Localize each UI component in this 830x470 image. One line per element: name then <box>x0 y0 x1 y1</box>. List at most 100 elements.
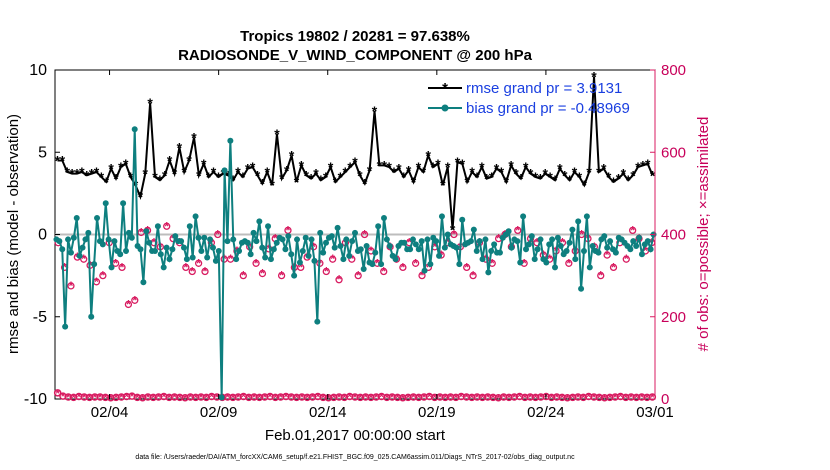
obs-assimilated-marker: * <box>209 392 214 404</box>
rmse-series-line <box>57 76 654 230</box>
obs-assimilated-marker: * <box>294 392 299 404</box>
obs-possible-point <box>322 267 330 276</box>
rmse-point: * <box>60 152 66 168</box>
bias-point <box>476 238 483 245</box>
obs-assimilated-point: * <box>120 260 125 274</box>
bias-point <box>612 249 619 256</box>
obs-assimilated-point: * <box>126 297 131 311</box>
rmse-point: * <box>572 164 578 180</box>
obs-assimilated-point: * <box>413 256 418 270</box>
obs-assimilated-marker: * <box>61 391 66 403</box>
obs-assimilated-marker: * <box>71 392 76 404</box>
obs-assimilated-marker: * <box>125 392 130 404</box>
rmse-point: * <box>308 171 314 187</box>
bias-point <box>94 215 101 222</box>
obs-assimilated-marker: * <box>369 392 374 404</box>
bias-point <box>352 229 358 236</box>
bias-point <box>586 264 593 271</box>
rmse-point: * <box>69 166 75 182</box>
obs-assimilated-marker: * <box>337 392 342 404</box>
rmse-point: * <box>289 148 295 164</box>
rmse-point: * <box>157 172 163 188</box>
obs-assimilated-marker: * <box>156 392 161 404</box>
obs-possible-point <box>565 259 573 267</box>
bias-point <box>117 251 124 258</box>
obs-assimilated-marker: * <box>427 392 432 404</box>
obs-assimilated-marker: * <box>172 392 177 404</box>
obs-assimilated-point: * <box>254 256 259 270</box>
obs-assimilated-marker: * <box>268 392 273 404</box>
rmse-point: * <box>89 166 95 182</box>
obs-assimilated-point: * <box>113 256 118 270</box>
bias-point <box>227 137 234 144</box>
bias-point <box>230 236 237 243</box>
rmse-point: * <box>167 152 173 168</box>
bias-point <box>311 257 318 264</box>
bias-point <box>224 238 231 245</box>
bias-point <box>557 243 564 250</box>
bias-point <box>146 239 153 246</box>
bias-point <box>99 241 106 248</box>
bias-point <box>62 323 69 330</box>
obs-assimilated-marker: * <box>645 392 650 404</box>
y-right-tick-label: 200 <box>661 309 686 326</box>
obs-assimilated-marker: * <box>342 392 347 404</box>
bias-point <box>453 244 460 251</box>
obs-assimilated-point: * <box>247 240 252 254</box>
rmse-point: * <box>411 174 417 190</box>
obs-assimilated-marker: * <box>225 392 230 404</box>
obs-assimilated-point: * <box>196 256 201 270</box>
obs-assimilated-marker: * <box>151 392 156 404</box>
bias-point <box>331 244 338 251</box>
rmse-point: * <box>596 164 602 180</box>
footnote-data-file: data file: /Users/raeder/DAI/ATM_forcXX/… <box>135 454 575 461</box>
obs-possible-point <box>258 269 267 278</box>
rmse-point: * <box>172 166 178 182</box>
obs-assimilated-marker: * <box>188 392 193 404</box>
bias-point <box>563 247 570 254</box>
x-axis-label: Feb.01,2017 00:00:00 start <box>265 427 446 444</box>
bias-point <box>131 126 138 133</box>
obs-assimilated-marker: * <box>263 392 268 404</box>
bias-point <box>569 226 576 233</box>
obs-assimilated-marker: * <box>422 392 427 404</box>
obs-assimilated-marker: * <box>326 393 331 405</box>
obs-assimilated-marker: * <box>528 392 533 404</box>
obs-possible-point <box>411 259 420 267</box>
bias-point <box>207 236 214 243</box>
rmse-point: * <box>264 164 270 180</box>
bias-point <box>459 216 466 223</box>
obs-possible-point <box>622 255 630 263</box>
rmse-point: * <box>616 171 622 187</box>
rmse-point: * <box>367 162 373 178</box>
obs-assimilated-marker: * <box>279 392 284 404</box>
bias-point <box>105 236 112 243</box>
obs-possible-point <box>603 251 611 259</box>
bias-point <box>552 264 558 271</box>
rmse-point: * <box>55 152 61 168</box>
obs-assimilated-point: * <box>279 269 284 283</box>
bias-point <box>583 213 590 220</box>
rmse-series-layer: * ** * * * * * * * **** ******* * ********** * * * * ** **… <box>55 69 656 238</box>
obs-assimilated-point: * <box>560 236 565 250</box>
bias-point <box>215 247 222 254</box>
bias-point <box>91 261 98 268</box>
bias-point <box>523 246 530 253</box>
bias-point <box>418 238 425 245</box>
rmse-point: * <box>79 164 85 180</box>
rmse-point: * <box>455 154 461 170</box>
obs-assimilated-marker: * <box>236 392 241 404</box>
bias-point <box>601 233 608 240</box>
obs-assimilated-marker: * <box>87 392 92 404</box>
bias-point <box>236 247 243 254</box>
rmse-point: * <box>528 166 534 182</box>
rmse-point: * <box>143 166 149 182</box>
rmse-point: * <box>547 169 553 185</box>
obs-assimilated-point: * <box>484 252 489 266</box>
x-tick-label: 02/24 <box>527 404 565 421</box>
bias-point <box>357 246 364 253</box>
bias-point <box>111 238 118 245</box>
x-tick-label: 02/19 <box>418 404 456 421</box>
obs-assimilated-marker: * <box>395 392 400 404</box>
obs-assimilated-marker: * <box>310 392 315 404</box>
